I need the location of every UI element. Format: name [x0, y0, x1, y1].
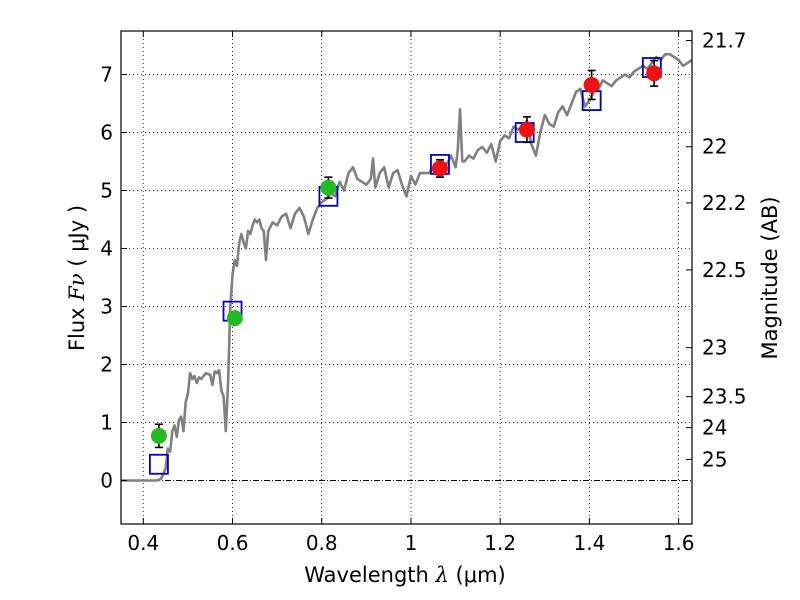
y-tick-label: 5: [100, 179, 113, 203]
x-tick-label: 0.8: [306, 531, 338, 555]
spectrum-series: [121, 52, 693, 482]
y-tick-label: 7: [100, 63, 113, 87]
green-point-marker: [150, 427, 167, 444]
red-point: [431, 158, 448, 178]
observed-photometry-points: [150, 59, 663, 449]
axis-ticks: 0.4 0.6 0.8 1 1.2 1.4 1.60123456721.72222.222.…: [100, 29, 746, 555]
x-tick-label: 1.2: [484, 531, 516, 555]
red-point-marker: [431, 160, 448, 177]
x-tick-label: 1.4: [573, 531, 605, 555]
red-point-marker: [646, 65, 663, 82]
red-point: [518, 116, 535, 144]
x-tick-label: 1: [405, 531, 418, 555]
green-point-marker: [226, 310, 243, 327]
y-tick-label: 0: [100, 469, 113, 493]
red-point: [583, 69, 600, 101]
mag-tick-label: 24: [702, 416, 727, 440]
model-box: [149, 453, 169, 475]
mag-tick-label: 21.7: [702, 29, 747, 53]
mag-tick-label: 25: [702, 447, 727, 471]
y-tick-label: 4: [100, 237, 113, 261]
green-point-marker: [320, 179, 337, 196]
y-tick-label: 3: [100, 295, 113, 319]
x-tick-label: 0.6: [217, 531, 249, 555]
green-point: [226, 310, 243, 327]
y2-axis-label: Magnitude (AB): [758, 196, 782, 359]
x-tick-label: 0.4: [127, 531, 159, 555]
green-point: [150, 423, 167, 449]
x-axis-label: Wavelength λ (μm): [304, 563, 505, 587]
mag-tick-label: 23: [702, 336, 727, 360]
mag-tick-label: 22.5: [702, 258, 747, 282]
y-tick-label: 1: [100, 411, 113, 435]
y-tick-label: 6: [100, 121, 113, 145]
red-point: [646, 59, 663, 87]
green-point: [320, 176, 337, 199]
red-point-marker: [518, 121, 535, 138]
red-point-marker: [583, 76, 600, 93]
grid: [121, 31, 692, 524]
spectrum-line: [121, 52, 693, 482]
mag-tick-label: 22.2: [702, 191, 747, 215]
y-axis-label: Flux Fν ( μJy ): [65, 205, 89, 351]
plot-frame: [120, 30, 693, 525]
mag-tick-label: 22: [702, 135, 727, 159]
y-tick-label: 2: [100, 353, 113, 377]
mag-tick-label: 23.5: [702, 385, 747, 409]
x-tick-label: 1.6: [663, 531, 695, 555]
